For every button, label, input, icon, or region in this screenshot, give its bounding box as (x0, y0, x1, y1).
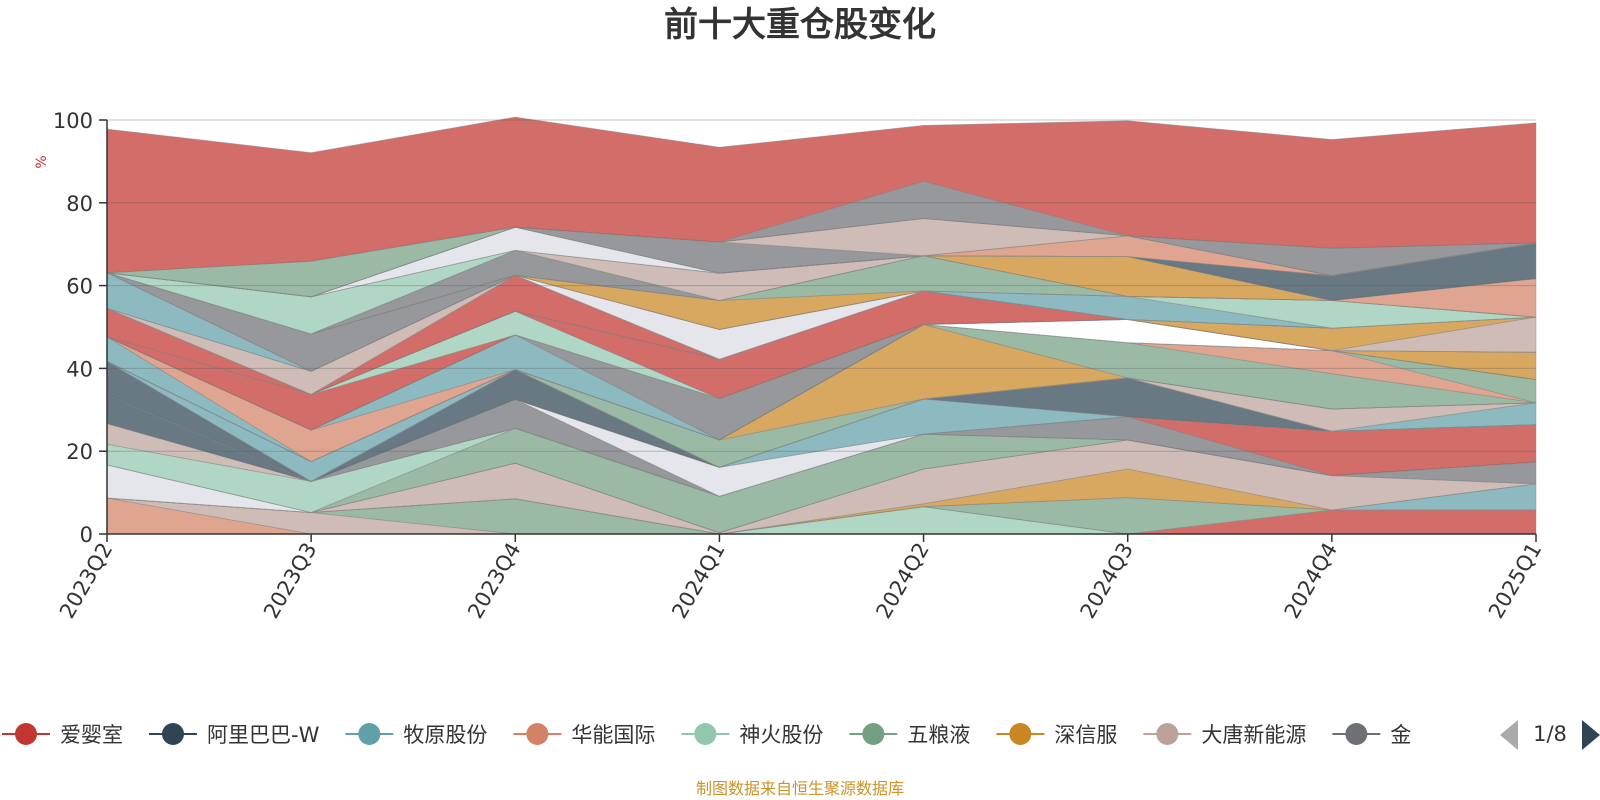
legend-prev-page-icon[interactable] (1500, 720, 1518, 750)
legend-marker (862, 723, 885, 745)
legend-item[interactable]: 阿里巴巴-W (149, 723, 320, 747)
x-tick-label: 2023Q4 (463, 539, 525, 623)
x-tick-label: 2023Q3 (259, 539, 321, 623)
area-bands (106, 116, 1537, 535)
y-tick-label: 20 (66, 440, 93, 464)
legend-marker (1009, 723, 1032, 745)
legend-marker (358, 723, 381, 745)
legend-marker (1345, 723, 1368, 745)
legend-label: 金 (1390, 723, 1411, 747)
legend-item[interactable]: 爱婴室 (2, 723, 123, 747)
y-axis-unit-label: % (34, 155, 50, 168)
legend-label: 神火股份 (739, 723, 823, 747)
axes (106, 120, 1536, 535)
x-tick-label: 2024Q3 (1076, 539, 1138, 623)
legend-item[interactable]: 牧原股份 (345, 723, 487, 747)
x-tick-label: 2024Q4 (1280, 539, 1342, 623)
legend-label: 华能国际 (571, 723, 655, 747)
x-tick-label: 2024Q2 (871, 539, 933, 623)
legend-marker (162, 723, 184, 745)
y-tick-label: 40 (66, 357, 93, 381)
legend-label: 大唐新能源 (1201, 723, 1306, 747)
legend-label: 五粮液 (907, 723, 970, 747)
x-axis-ticks: 2023Q2 2023Q3 2023Q4 2024Q1 2024Q2 2024Q3 2024… (55, 534, 1546, 623)
legend-label: 深信服 (1054, 723, 1117, 747)
legend-pager: 1/8 (1500, 720, 1600, 750)
x-tick-label: 2025Q1 (1484, 539, 1546, 623)
legend-item[interactable]: 神火股份 (681, 723, 823, 747)
x-tick-label: 2023Q2 (55, 539, 117, 623)
y-tick-label: 80 (66, 192, 93, 216)
x-tick-label: 2024Q1 (667, 539, 729, 623)
legend-marker (694, 723, 717, 745)
grid-lines (107, 119, 1536, 535)
legend-marker (15, 723, 37, 745)
y-tick-label: 0 (80, 523, 93, 547)
legend-label: 阿里巴巴-W (207, 723, 320, 747)
legend-next-page-icon[interactable] (1582, 720, 1600, 750)
area-band (106, 116, 1537, 274)
legend-marker (526, 723, 549, 745)
legend-item[interactable]: 华能国际 (513, 723, 655, 747)
y-tick-label: 100 (53, 109, 93, 133)
legend-page-indicator: 1/8 (1533, 722, 1567, 746)
legend-item[interactable]: 五粮液 (849, 723, 970, 747)
legend-item[interactable]: 大唐新能源 (1143, 723, 1306, 747)
legend-items: 爱婴室 阿里巴巴-W 牧原股份 华能国际 神火股份 五粮液 深信服 大唐新能源 金 (2, 723, 1411, 747)
legend-label: 爱婴室 (60, 723, 123, 747)
legend: 爱婴室 阿里巴巴-W 牧原股份 华能国际 神火股份 五粮液 深信服 大唐新能源 金 (2, 723, 1411, 747)
legend-label: 牧原股份 (403, 723, 487, 747)
footer-source-note: 制图数据来自恒生聚源数据库 (696, 779, 904, 798)
chart-title: 前十大重仓股变化 (664, 5, 936, 45)
y-axis-ticks: 0 20 40 60 80 100 (53, 109, 107, 547)
legend-item[interactable]: 金 (1332, 723, 1411, 747)
y-tick-label: 60 (66, 275, 93, 299)
legend-marker (1156, 723, 1179, 745)
legend-item[interactable]: 深信服 (996, 723, 1117, 747)
